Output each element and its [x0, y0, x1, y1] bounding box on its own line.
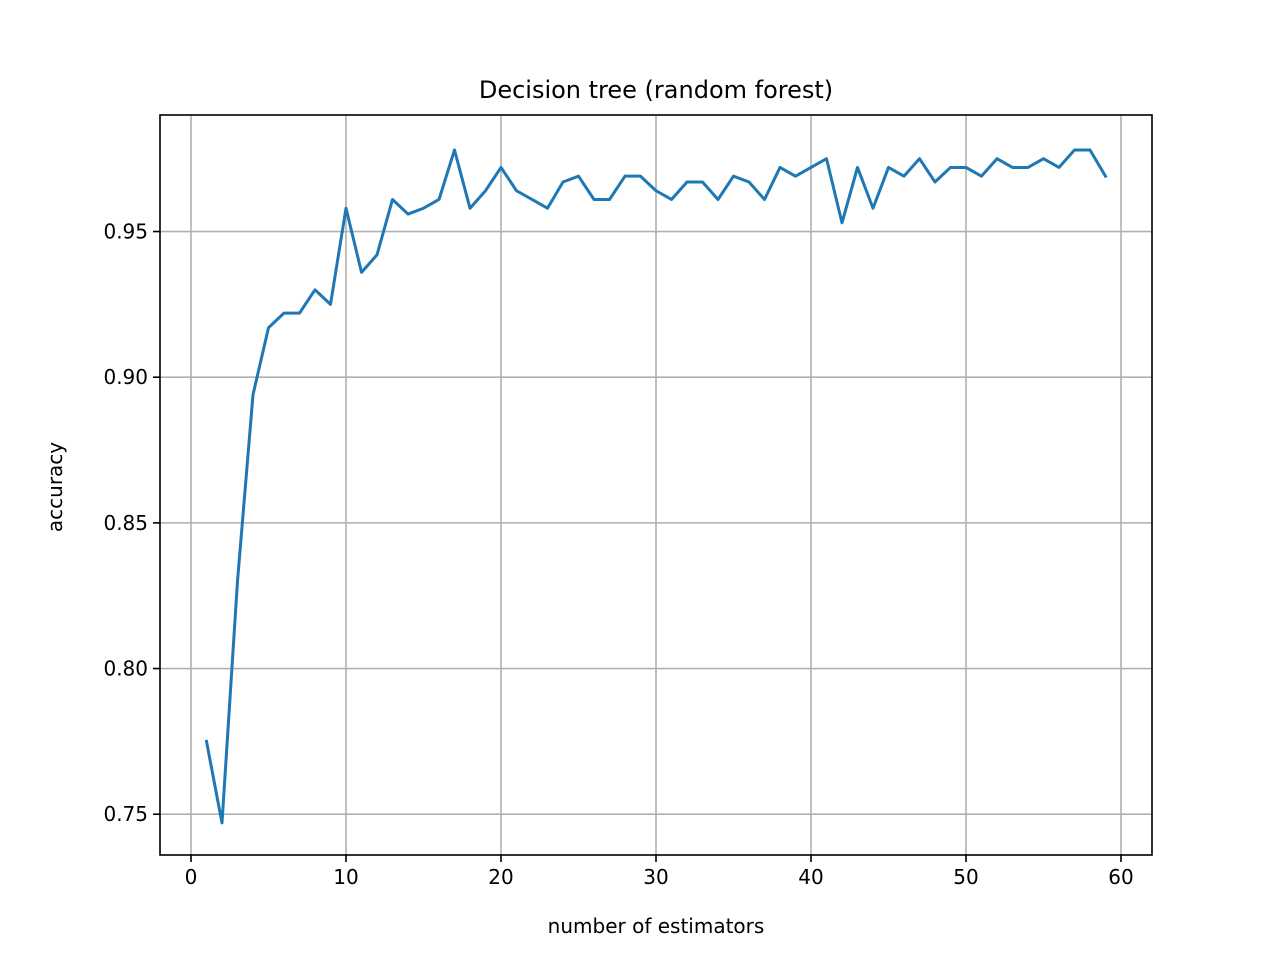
grid	[160, 115, 1152, 855]
x-tick-label: 50	[953, 865, 978, 889]
y-axis-ticks: 0.75 0.80 0.85 0.90 0.95	[103, 220, 160, 826]
x-tick-label: 0	[185, 865, 198, 889]
series-layer	[204, 148, 1108, 825]
x-tick-label: 10	[333, 865, 358, 889]
x-axis-label: number of estimators	[548, 914, 765, 938]
series-line	[204, 148, 1108, 825]
chart-title: Decision tree (random forest)	[479, 76, 833, 104]
y-tick-label: 0.90	[103, 365, 148, 389]
y-tick-label: 0.85	[103, 511, 148, 535]
y-tick-label: 0.75	[103, 802, 148, 826]
y-axis-label: accuracy	[43, 442, 67, 532]
x-tick-label: 30	[643, 865, 668, 889]
y-tick-label: 0.95	[103, 220, 148, 244]
x-axis-ticks: 0 10 20 30 40 50 60	[185, 855, 1134, 889]
x-tick-label: 20	[488, 865, 513, 889]
x-tick-label: 40	[798, 865, 823, 889]
x-tick-label: 60	[1108, 865, 1133, 889]
y-tick-label: 0.80	[103, 657, 148, 681]
